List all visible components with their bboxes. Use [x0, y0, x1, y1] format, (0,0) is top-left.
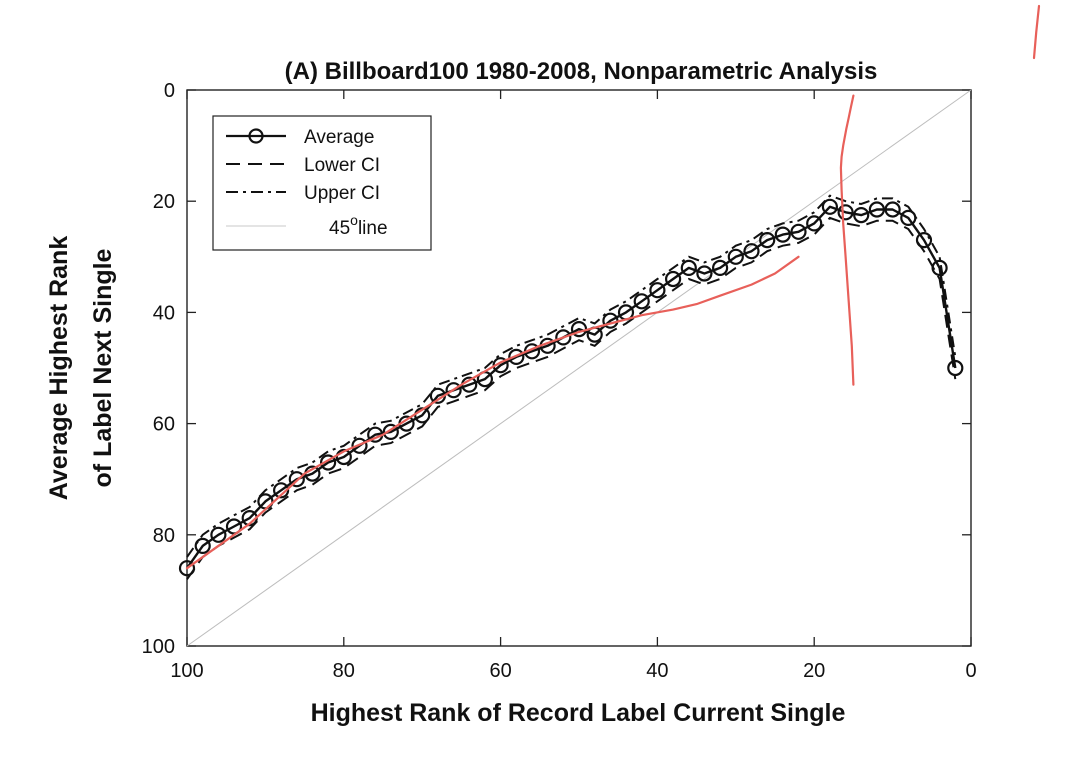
average-point — [884, 201, 901, 218]
y-axis-label-line2: of Label Next Single — [89, 248, 117, 487]
average-point — [837, 204, 854, 221]
y-axis-label-line1: Average Highest Rank — [45, 236, 73, 501]
series-average-line — [186, 205, 957, 569]
average-point — [696, 265, 713, 282]
legend-45-suffix: line — [358, 218, 388, 239]
average-point — [790, 223, 807, 240]
y-tick-label: 60 — [153, 414, 175, 436]
average-point — [727, 248, 744, 265]
legend-45-degree: o — [350, 212, 358, 228]
average-point — [759, 232, 776, 249]
average-point — [931, 259, 948, 276]
y-tick-label: 100 — [142, 636, 175, 658]
x-axis-label: Highest Rank of Record Label Current Sin… — [311, 699, 846, 727]
average-point — [853, 207, 870, 224]
average-point — [711, 259, 729, 276]
x-tick-label: 80 — [333, 660, 355, 682]
plot-frame — [186, 89, 972, 647]
average-point — [382, 423, 399, 440]
axis-ticks: 100 80 60 40 20 0 0 20 40 60 80 100 — [142, 80, 977, 682]
series-group — [178, 89, 972, 647]
chart-title: (A) Billboard100 1980-2008, Nonparametri… — [285, 58, 878, 85]
average-point — [649, 282, 666, 299]
average-point — [335, 448, 352, 466]
average-point — [806, 215, 823, 232]
y-tick-label: 40 — [153, 302, 175, 324]
legend-average-label: Average — [304, 127, 374, 148]
average-point — [273, 482, 290, 499]
annotation-group — [185, 94, 855, 570]
y-tick-label: 80 — [153, 525, 175, 547]
red-trend-stroke — [185, 255, 800, 570]
average-point — [445, 382, 462, 399]
x-tick-label: 60 — [489, 660, 511, 682]
y-tick-label: 0 — [164, 80, 175, 102]
legend-45-label: 45oline — [329, 212, 388, 239]
average-point — [633, 293, 650, 310]
average-point — [320, 454, 337, 471]
average-point — [900, 209, 917, 226]
average-point — [664, 270, 682, 288]
average-point — [868, 201, 886, 218]
x-tick-label: 0 — [965, 660, 976, 682]
average-point — [821, 198, 839, 215]
legend-upper-ci-label: Upper CI — [304, 183, 380, 204]
x-tick-label: 40 — [646, 660, 668, 682]
average-point — [288, 471, 305, 488]
average-point — [194, 537, 211, 555]
average-point — [555, 329, 572, 346]
legend-average-marker — [248, 128, 264, 144]
y-tick-label: 20 — [153, 191, 175, 213]
series-upper-ci-line — [186, 194, 957, 558]
average-point — [915, 232, 933, 249]
average-point — [680, 259, 697, 276]
corner-red-stroke — [1032, 4, 1041, 60]
legend-lower-ci-label: Lower CI — [304, 155, 380, 176]
average-point — [774, 226, 791, 243]
average-point — [743, 243, 760, 260]
x-tick-label: 100 — [170, 660, 203, 682]
average-point — [508, 348, 525, 365]
series-lower-ci-line — [186, 216, 957, 580]
average-point — [210, 526, 227, 543]
red-vertical-stroke — [839, 94, 855, 386]
legend: Average Lower CI Upper CI 45oline — [212, 115, 432, 251]
average-point — [178, 560, 196, 577]
average-point — [947, 359, 964, 377]
legend-45-number: 45 — [329, 218, 350, 239]
x-tick-label: 20 — [803, 660, 825, 682]
average-point — [351, 437, 368, 454]
